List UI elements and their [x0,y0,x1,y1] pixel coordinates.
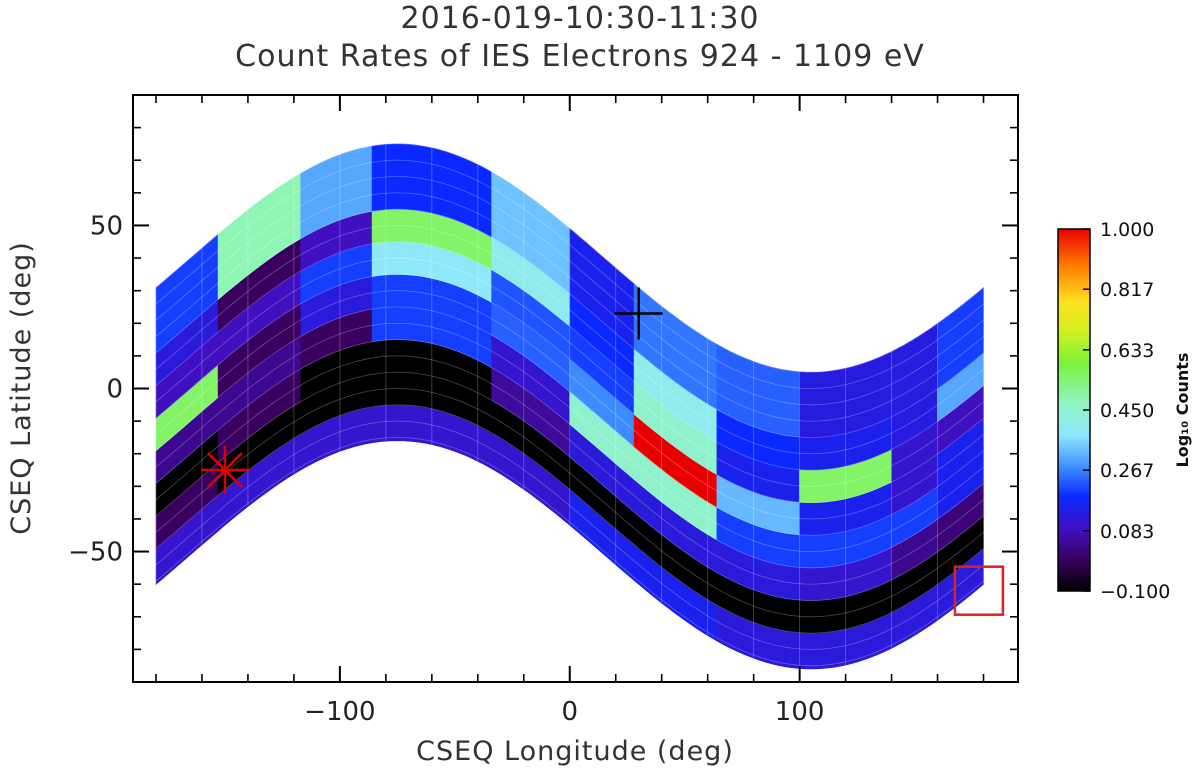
grid-line [155,322,984,552]
grid-line [155,420,984,650]
colorbar-tick-label: 0.450 [1100,400,1154,422]
grid-line [155,192,984,422]
grid-line [155,371,984,601]
y-tick-label: 50 [90,211,123,241]
x-tick-label: 100 [775,697,825,727]
colorbar-label: Log₁₀ Counts [1173,353,1192,468]
grid-line [155,273,984,504]
grid-line [155,290,984,520]
heatmap-cells [155,143,984,670]
y-tick-label: −50 [68,538,123,568]
colorbar-tick-label: 0.267 [1100,460,1154,482]
axis-ticks: −100 0 100 50 0 −50 [68,95,1018,727]
square-marker [953,565,1005,616]
grid-line [155,306,984,536]
grid-line [155,436,984,667]
grid-line [155,176,984,406]
grid-line [155,241,984,471]
grid-line [155,159,984,389]
y-tick-label: 0 [106,375,123,405]
grid-line [155,225,984,455]
heatmap-cell [937,286,984,390]
colorbar-tick-label: 0.817 [1100,279,1154,301]
grid-lines [155,143,984,669]
x-axis-label: CSEQ Longitude (deg) [416,736,734,767]
cross-marker [614,287,663,340]
x-tick-label: −100 [304,697,375,727]
x-tick-label: 0 [561,697,578,727]
grid-line [155,404,984,634]
grid-line [155,339,984,569]
colorbar-tick-label: −0.100 [1100,581,1170,603]
grid-line [155,388,984,618]
grid-line [155,208,984,438]
colorbar-tick-label: 1.000 [1100,219,1154,241]
y-axis-label: CSEQ Latitude (deg) [6,241,37,535]
markers [200,287,1005,616]
grid-line [155,355,984,585]
colorbar-tick-label: 0.083 [1100,521,1154,543]
grid-line [155,143,984,373]
chart-subtitle: Count Rates of IES Electrons 924 - 1109 … [235,39,925,74]
colorbar-tick-label: 0.633 [1100,340,1154,362]
asterisk-marker [200,446,249,495]
colorbar: 1.000 0.817 0.633 0.450 0.267 0.083 −0.100 Log₁… [1057,219,1192,603]
chart-title: 2016-019-10:30-11:30 [400,1,760,36]
grid-line [155,257,984,487]
